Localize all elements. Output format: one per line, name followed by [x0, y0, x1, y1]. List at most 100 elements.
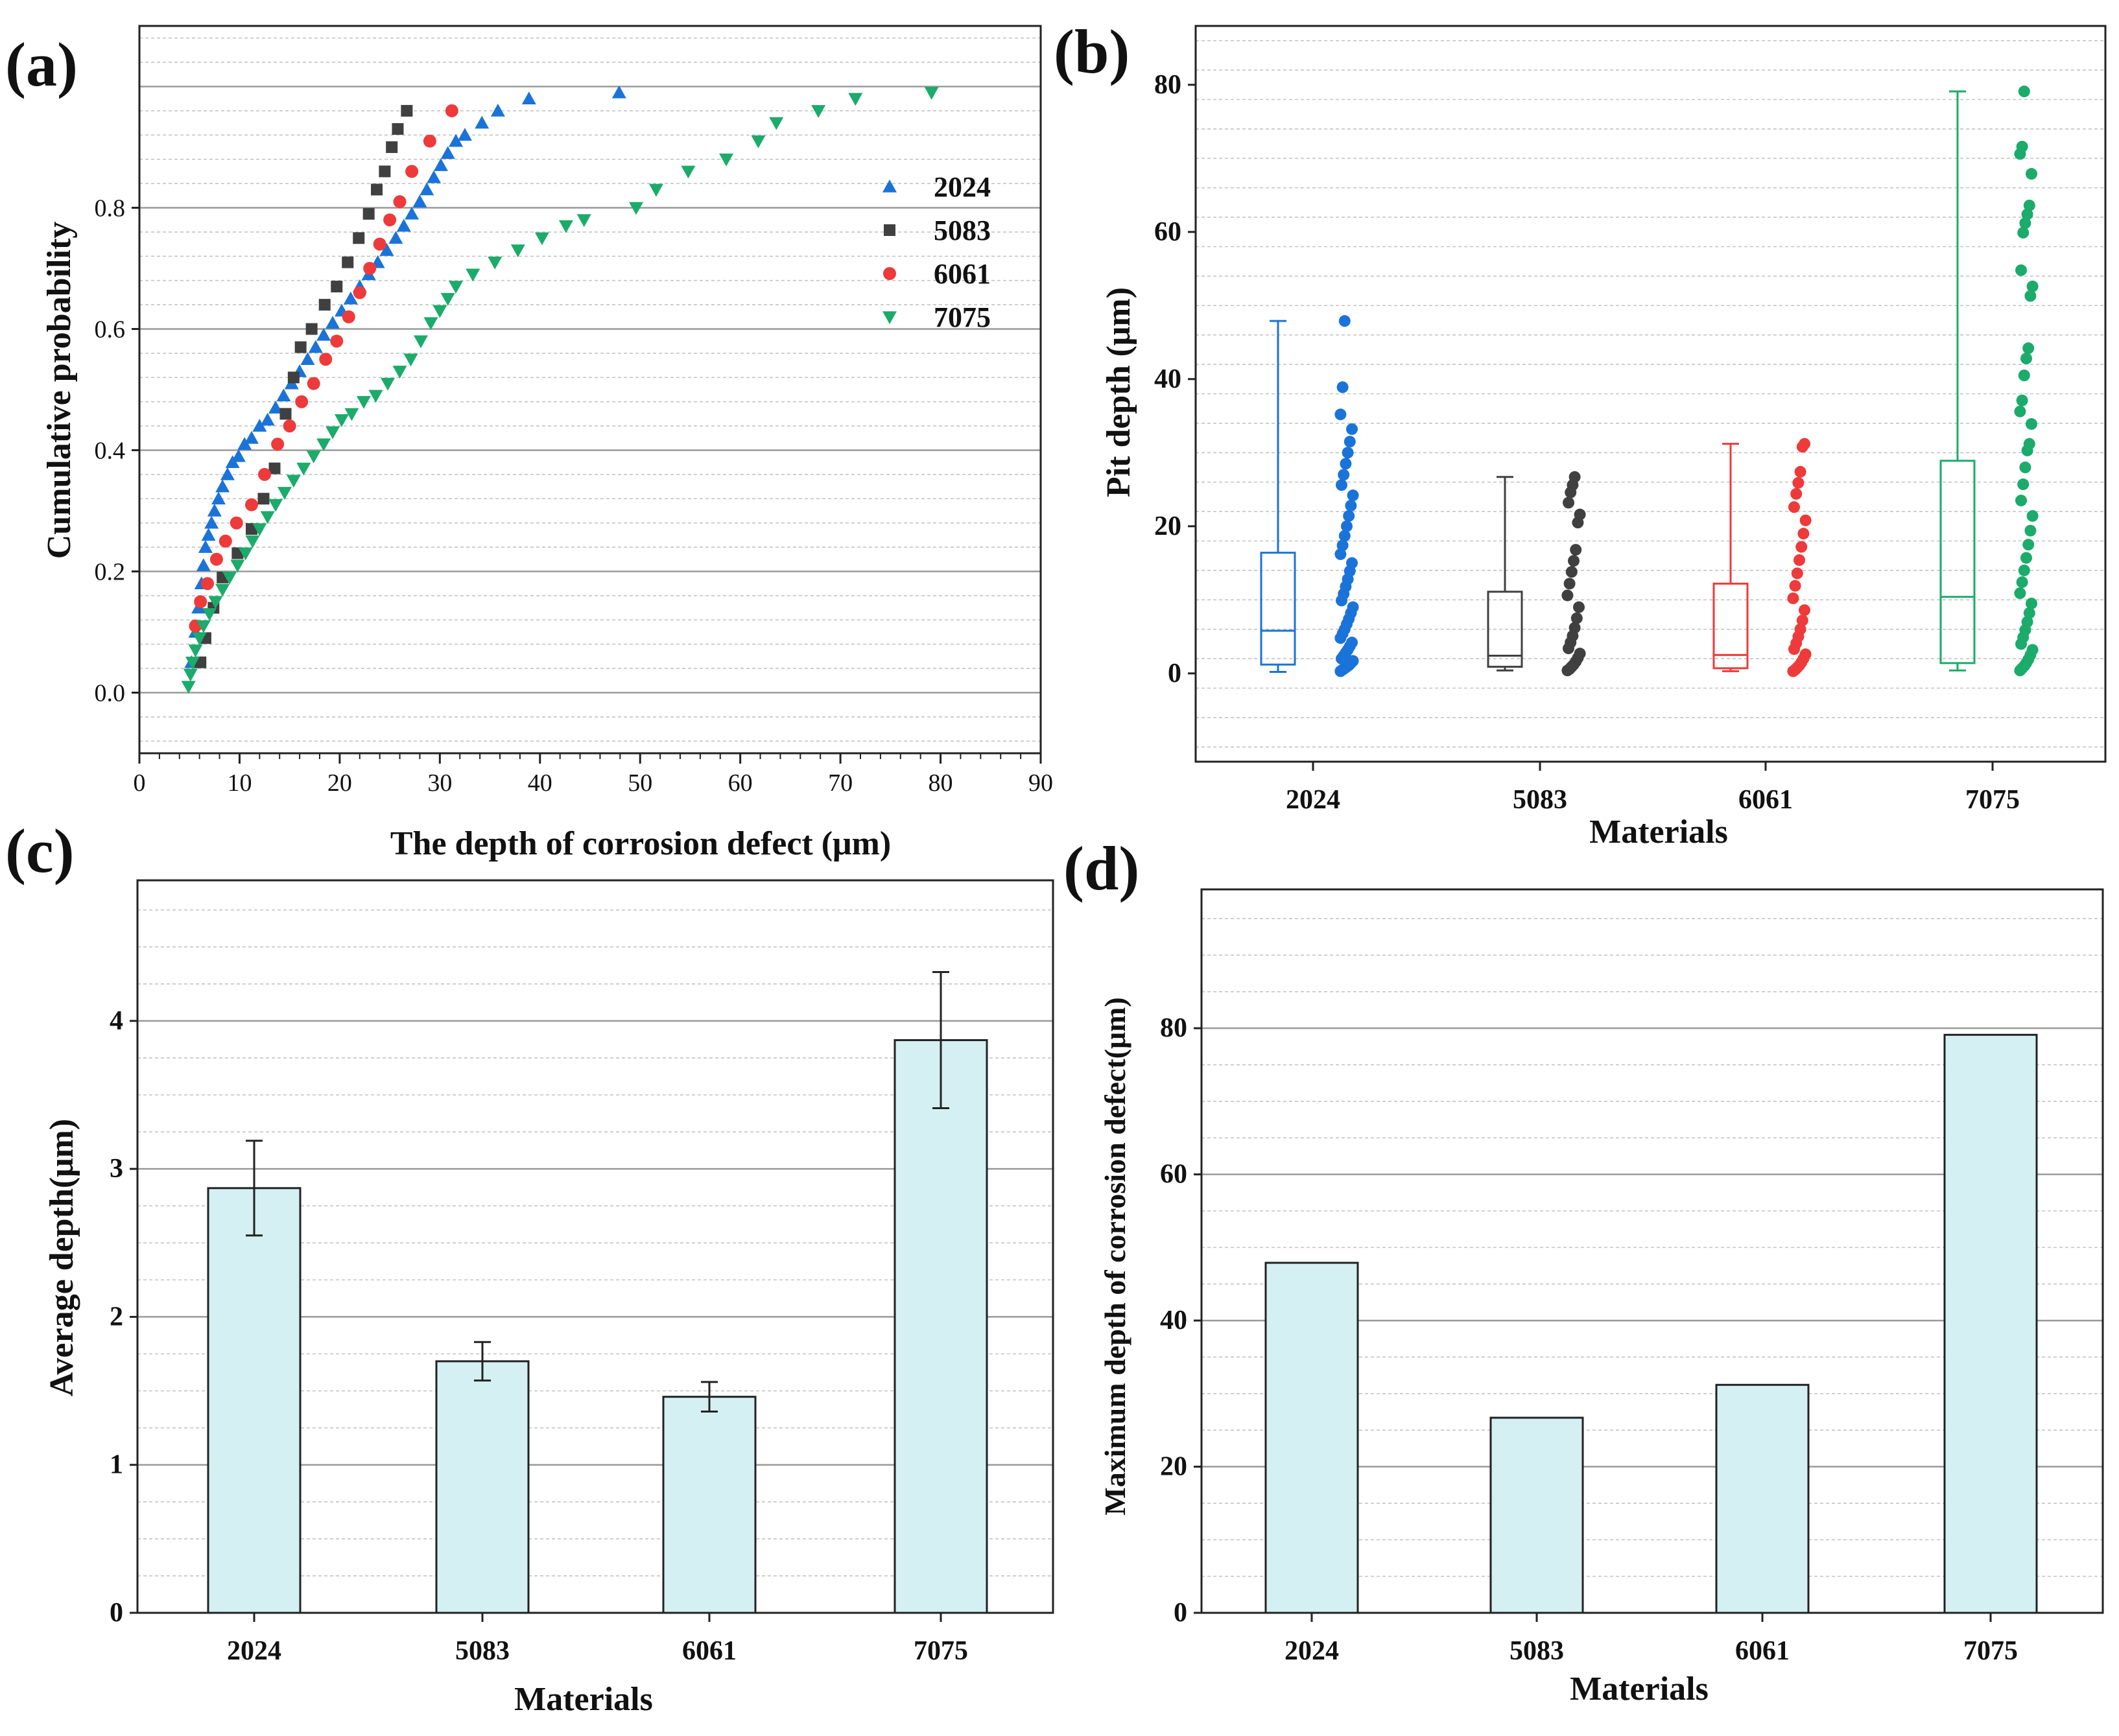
data-point-5083: [279, 408, 292, 420]
data-point-7075: [2018, 564, 2030, 576]
panel-b-x-axis-title: Materials: [1589, 814, 1728, 850]
bar-6061: [662, 1396, 757, 1614]
data-point-6061: [1788, 501, 1800, 513]
data-point-5083: [401, 104, 413, 117]
box-7075: [1939, 90, 1976, 672]
panel-a-legend: 2024 5083 6061 7075: [882, 171, 991, 333]
y-tick-label: 0: [110, 1598, 123, 1628]
panel-a-minor-grid: [139, 37, 1041, 742]
data-point-7075: [2024, 290, 2037, 302]
x-tick-label: 0: [134, 769, 146, 797]
panel-b-plot-frame: [1194, 25, 2107, 763]
data-point-2024: [1347, 489, 1359, 502]
y-tick-label: 60: [1160, 1160, 1187, 1190]
panel-a-x-axis-title: The depth of corrosion defect (μm): [390, 825, 891, 862]
x-tick-label: 10: [227, 769, 252, 797]
x-tick-label: 5083: [1513, 785, 1567, 815]
box-body: [1712, 582, 1749, 670]
panel-b-letter: (b): [1054, 17, 1130, 86]
data-point-7075: [449, 281, 464, 294]
data-point-5083: [294, 341, 307, 353]
data-point-5083: [1570, 612, 1583, 624]
data-point-2024: [231, 449, 246, 462]
data-point-6061: [330, 334, 344, 348]
y-tick-label: 0: [1174, 1598, 1187, 1628]
data-point-2024: [1340, 458, 1352, 470]
data-point-2024: [207, 504, 222, 517]
data-point-7075: [2022, 539, 2035, 551]
panel-a: (a) 0 10 20 30 40 50 60 70 80 90 0.00.20.40.60.8 …: [5, 25, 1053, 862]
data-point-2024: [412, 194, 427, 207]
data-point-2024: [427, 170, 442, 183]
data-point-7075: [2017, 226, 2030, 239]
legend-marker-6061: [883, 267, 896, 280]
data-point-7075: [2015, 495, 2027, 507]
data-point-7075: [413, 335, 428, 349]
data-point-7075: [769, 117, 784, 130]
data-point-7075: [2021, 208, 2033, 220]
data-point-2024: [1334, 548, 1347, 560]
panel-d-x-ticks: 2024 5083 6061 7075: [1284, 1613, 2018, 1666]
data-point-6061: [405, 165, 419, 178]
data-point-5083: [362, 207, 375, 220]
data-point-5083: [331, 281, 343, 293]
data-point-2024: [300, 352, 315, 366]
data-point-5083: [268, 462, 281, 475]
data-point-6061: [1791, 567, 1803, 580]
x-tick-label: 90: [1028, 769, 1053, 797]
data-point-7075: [488, 256, 503, 270]
data-point-7075: [432, 305, 447, 318]
data-point-5083: [1563, 497, 1574, 509]
data-point-2024: [433, 158, 448, 171]
data-point-2024: [244, 430, 259, 444]
data-point-7075: [681, 165, 696, 179]
data-point-2024: [343, 291, 358, 305]
data-point-7075: [2016, 576, 2028, 589]
data-point-7075: [2018, 369, 2030, 382]
box-body: [1487, 591, 1523, 668]
legend-label-5083: 5083: [934, 215, 991, 246]
data-point-2024: [1344, 436, 1356, 448]
data-point-2024: [1347, 601, 1359, 613]
data-point-7075: [381, 377, 396, 391]
data-point-7075: [629, 202, 644, 215]
panel-b-minor-grid: [1196, 40, 2105, 748]
data-point-2024: [1336, 381, 1349, 393]
panel-b: (b) 2024 5083 6061 7075 0 20 40 60 80 Materials…: [1054, 17, 2107, 850]
x-tick-label: 7075: [914, 1636, 968, 1666]
data-point-6061: [271, 438, 285, 451]
box-body: [1939, 460, 1976, 664]
y-tick-label: 60: [1154, 217, 1181, 247]
panel-b-y-ticks: 0 20 40 60 80: [1154, 70, 1196, 688]
bar-5083: [435, 1360, 530, 1614]
x-tick-label: 2024: [1286, 785, 1340, 815]
box-5083: [1487, 476, 1523, 672]
panel-c-y-ticks: 0 1 2 3 4: [110, 1006, 137, 1628]
data-point-5083: [342, 256, 354, 268]
y-tick-label: 2: [110, 1302, 123, 1331]
data-point-6061: [201, 577, 215, 591]
data-point-7075: [192, 632, 207, 646]
data-point-7075: [719, 153, 734, 167]
y-tick-label: 20: [1154, 511, 1181, 541]
data-point-7075: [924, 87, 939, 100]
data-point-7075: [296, 462, 311, 476]
data-point-2024: [1345, 500, 1357, 512]
box-6061: [1712, 443, 1749, 672]
x-tick-label: 60: [728, 769, 753, 797]
panel-d-x-axis-title: Materials: [1570, 1671, 1709, 1707]
y-tick-label: 80: [1160, 1013, 1187, 1043]
box-body: [1260, 552, 1296, 666]
data-point-7075: [2023, 438, 2035, 450]
bar-5083: [1489, 1416, 1584, 1614]
data-point-6061: [383, 213, 397, 227]
data-point-6061: [393, 195, 407, 209]
data-point-7075: [466, 268, 480, 282]
panel-a-major-grid: [139, 86, 1041, 694]
data-point-5083: [1574, 648, 1586, 660]
x-tick-label: 20: [327, 769, 352, 797]
panel-c-data-marks: [207, 971, 988, 1614]
data-point-2024: [196, 558, 211, 571]
panel-a-data-marks: [181, 85, 939, 694]
